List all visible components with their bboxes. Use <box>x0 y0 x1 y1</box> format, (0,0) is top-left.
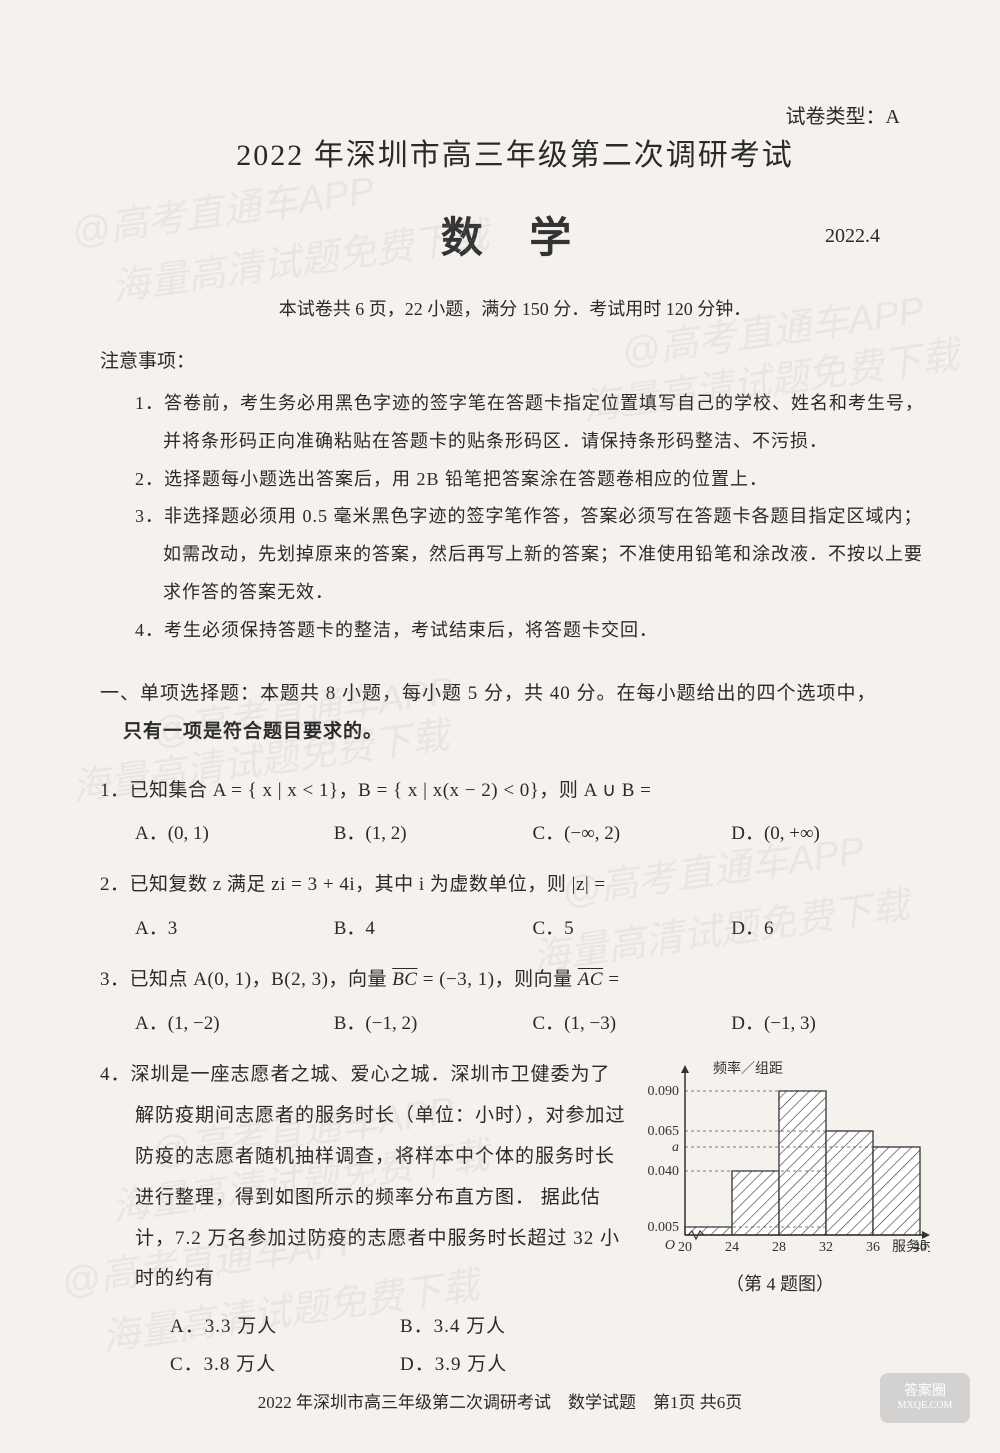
question-1: 1．已知集合 A = { x | x < 1}，B = { x | x(x − … <box>100 771 930 811</box>
option-b: B．(−1, 2) <box>334 1008 533 1035</box>
subject-title: 数 学 <box>100 204 930 265</box>
notice-item: 3．非选择题必须用 0.5 毫米黑色字迹的签字笔作答，答案必须写在答题卡各题目指… <box>135 498 930 611</box>
option-b: B．3.4 万人 <box>400 1308 630 1346</box>
option-d: D．6 <box>731 913 930 940</box>
option-d: D．(0, +∞) <box>731 818 930 845</box>
option-a: A．3 <box>135 913 334 940</box>
svg-text:0.040: 0.040 <box>648 1164 680 1179</box>
option-d: D．3.9 万人 <box>400 1346 630 1384</box>
notice-item: 4．考生必须保持答题卡的整洁，考试结束后，将答题卡交回． <box>135 612 930 650</box>
svg-text:O: O <box>665 1238 675 1253</box>
option-a: A．3.3 万人 <box>170 1308 400 1346</box>
page-footer: 2022 年深圳市高三年级第二次调研考试 数学试题 第1页 共6页 <box>0 1388 1000 1413</box>
chart-caption: （第 4 题图） <box>630 1270 930 1296</box>
option-c: C．3.8 万人 <box>170 1346 400 1384</box>
question-4-options: A．3.3 万人 B．3.4 万人 C．3.8 万人 D．3.9 万人 <box>135 1308 630 1384</box>
question-2-options: A．3 B．4 C．5 D．6 <box>100 913 930 940</box>
section-1-title: 一、单项选择题：本题共 8 小题，每小题 5 分，共 40 分。在每小题给出的四… <box>100 675 930 751</box>
svg-text:36: 36 <box>866 1240 880 1255</box>
vector-bc: BC <box>392 969 417 990</box>
option-c: C．(−∞, 2) <box>533 818 732 845</box>
svg-text:a: a <box>672 1140 679 1155</box>
svg-text:服务时长: 服务时长 <box>892 1239 930 1255</box>
svg-text:32: 32 <box>819 1240 833 1255</box>
vector-ac: AC <box>578 969 603 990</box>
option-d: D．(−1, 3) <box>731 1008 930 1035</box>
question-1-options: A．(0, 1) B．(1, 2) C．(−∞, 2) D．(0, +∞) <box>100 818 930 845</box>
option-a: A．(1, −2) <box>135 1008 334 1035</box>
svg-text:20: 20 <box>678 1240 692 1255</box>
svg-text:0.090: 0.090 <box>648 1084 680 1099</box>
svg-text:0.005: 0.005 <box>648 1220 680 1235</box>
option-c: C．5 <box>533 913 732 940</box>
logo-badge: 答案圈 MXQE.COM <box>880 1373 970 1423</box>
option-b: B．4 <box>334 913 533 940</box>
question-3-options: A．(1, −2) B．(−1, 2) C．(1, −3) D．(−1, 3) <box>100 1008 930 1035</box>
question-2: 2．已知复数 z 满足 zi = 3 + 4i，其中 i 为虚数单位，则 |z|… <box>100 865 930 905</box>
svg-text:24: 24 <box>725 1240 739 1255</box>
option-a: A．(0, 1) <box>135 818 334 845</box>
question-3: 3．已知点 A(0, 1)，B(2, 3)，向量 BC = (−3, 1)，则向… <box>100 960 930 1000</box>
exam-date: 2022.4 <box>825 225 880 248</box>
svg-text:频率／组距: 频率／组距 <box>713 1060 783 1077</box>
notice-list: 1．答卷前，考生务必用黑色字迹的签字笔在答题卡指定位置填写自己的学校、姓名和考生… <box>100 385 930 650</box>
option-c: C．(1, −3) <box>533 1008 732 1035</box>
question-4: 4．深圳是一座志愿者之城、爱心之城．深圳市卫健委为了解防疫期间志愿者的服务时长（… <box>100 1055 630 1384</box>
option-b: B．(1, 2) <box>334 818 533 845</box>
svg-text:0.065: 0.065 <box>648 1124 680 1139</box>
exam-info: 本试卷共 6 页，22 小题，满分 150 分．考试用时 120 分钟． <box>100 295 930 321</box>
paper-type-label: 试卷类型：A <box>786 100 900 129</box>
notice-heading: 注意事项： <box>100 346 930 373</box>
histogram-chart: 2024283236400.0050.040a0.0650.090O频率／组距服… <box>630 1055 930 1384</box>
notice-item: 2．选择题每小题选出答案后，用 2B 铅笔把答案涂在答题卷相应的位置上． <box>135 461 930 499</box>
svg-text:28: 28 <box>772 1240 786 1255</box>
notice-item: 1．答卷前，考生务必用黑色字迹的签字笔在答题卡指定位置填写自己的学校、姓名和考生… <box>135 385 930 461</box>
main-title: 2022 年深圳市高三年级第二次调研考试 <box>100 130 930 174</box>
